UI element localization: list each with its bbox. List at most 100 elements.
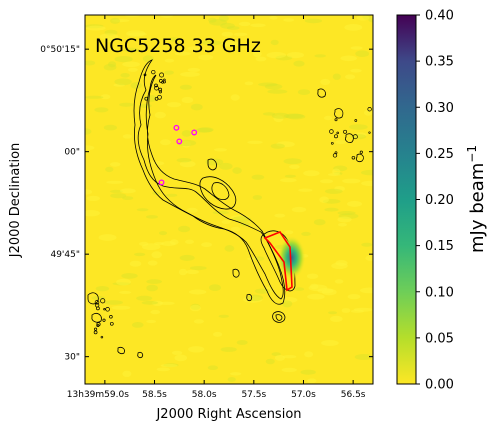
contour-island-1 bbox=[232, 268, 240, 278]
noise-blob bbox=[85, 210, 100, 217]
noise-blob bbox=[179, 160, 196, 168]
noise-blob bbox=[160, 363, 178, 368]
noise-texture bbox=[85, 15, 373, 384]
noise-blob bbox=[355, 50, 370, 57]
noise-blob bbox=[190, 303, 201, 310]
markers bbox=[158, 124, 198, 186]
contour-west-3 bbox=[117, 346, 125, 355]
noise-blob bbox=[255, 56, 267, 62]
noise-blob bbox=[331, 262, 348, 270]
noise-blob bbox=[103, 124, 117, 131]
noise-blob bbox=[150, 161, 165, 166]
colorbar-label-exponent: −1 bbox=[465, 145, 479, 163]
noise-blob bbox=[337, 211, 356, 215]
noise-blob bbox=[289, 164, 300, 169]
noise-blob bbox=[119, 290, 132, 294]
noise-blob bbox=[332, 73, 341, 80]
noise-blob bbox=[283, 113, 304, 119]
noise-blob bbox=[264, 83, 283, 90]
x-tick-label: 57.0s bbox=[291, 390, 316, 400]
noise-blob bbox=[185, 239, 194, 244]
noise-blob bbox=[233, 32, 248, 37]
noise-blob bbox=[226, 26, 240, 30]
noise-blob bbox=[159, 301, 175, 305]
noise-blob bbox=[95, 286, 110, 292]
colorbar: 0.00 0.05 0.10 0.15 0.20 0.25 0.30 0.35 0.40 mJy… bbox=[396, 9, 488, 393]
noise-blob bbox=[201, 242, 213, 248]
source-marker bbox=[173, 124, 180, 131]
noise-blob bbox=[258, 82, 278, 87]
noise-blob bbox=[333, 165, 348, 172]
noise-blob bbox=[176, 139, 197, 147]
noise-blob bbox=[291, 206, 307, 213]
image-panel: NGC5258 33 GHz bbox=[84, 14, 374, 385]
noise-blob bbox=[219, 162, 233, 170]
source-marker bbox=[158, 179, 165, 186]
contour-speckle bbox=[329, 129, 334, 134]
noise-blob bbox=[174, 51, 191, 56]
noise-blob bbox=[136, 208, 149, 212]
noise-blob bbox=[104, 29, 118, 36]
noise-blob bbox=[100, 94, 111, 100]
contour-speckle bbox=[330, 141, 334, 145]
noise-blob bbox=[163, 363, 179, 367]
noise-blob bbox=[85, 24, 104, 29]
noise-blob bbox=[146, 215, 158, 219]
noise-blob bbox=[244, 81, 254, 86]
noise-blob bbox=[110, 193, 127, 199]
noise-blob bbox=[151, 251, 162, 259]
noise-blob bbox=[103, 38, 114, 43]
noise-blob bbox=[126, 30, 146, 37]
contour-east-1 bbox=[317, 88, 326, 98]
noise-blob bbox=[265, 358, 275, 365]
noise-blob bbox=[232, 167, 242, 174]
noise-blob bbox=[154, 242, 164, 246]
noise-blob bbox=[271, 112, 290, 119]
x-tick-label: 58.5s bbox=[142, 390, 167, 400]
contour-speckle bbox=[351, 155, 356, 160]
source-marker bbox=[191, 129, 198, 136]
noise-blob bbox=[121, 273, 138, 279]
noise-blob bbox=[160, 15, 174, 18]
noise-blob bbox=[114, 56, 133, 63]
noise-blob bbox=[230, 372, 242, 376]
noise-blob bbox=[304, 18, 322, 24]
noise-blob bbox=[280, 297, 298, 303]
noise-blob bbox=[238, 21, 251, 27]
contour-speckle bbox=[105, 307, 110, 312]
noise-blob bbox=[122, 196, 134, 201]
noise-blob bbox=[127, 67, 138, 72]
contour-speckle bbox=[368, 131, 371, 134]
y-tick-label: 0°50'15" bbox=[40, 45, 80, 55]
noise-blob bbox=[169, 239, 179, 245]
contour-speckle bbox=[109, 321, 114, 326]
contour-speckle bbox=[151, 69, 156, 75]
contour-speckle bbox=[103, 308, 106, 311]
noise-blob bbox=[112, 282, 131, 286]
noise-blob bbox=[353, 307, 373, 312]
noise-blob bbox=[270, 39, 279, 46]
contour-knot-inner bbox=[275, 314, 283, 321]
contour-speckle bbox=[352, 134, 358, 140]
noise-blob bbox=[319, 196, 329, 203]
contour-clump-2 bbox=[211, 182, 230, 201]
contour-speckle bbox=[332, 153, 338, 158]
noise-blob bbox=[179, 84, 192, 90]
contour-west-1 bbox=[87, 292, 99, 305]
colorbar-tick-label: 0.40 bbox=[425, 9, 454, 24]
noise-blob bbox=[85, 25, 106, 31]
noise-blob bbox=[181, 130, 192, 137]
contour-speckle bbox=[93, 330, 98, 335]
contour-east-2 bbox=[334, 108, 344, 119]
noise-blob bbox=[282, 355, 297, 359]
colorbar-label: mJy beam−1 bbox=[465, 145, 488, 253]
contour-speckle bbox=[343, 129, 348, 134]
noise-blob bbox=[109, 162, 121, 167]
noise-blob bbox=[250, 23, 266, 28]
contour-speckle bbox=[367, 107, 372, 112]
noise-blob bbox=[150, 309, 160, 315]
noise-blob bbox=[113, 83, 126, 87]
noise-blob bbox=[130, 82, 142, 89]
contour-speckles bbox=[93, 69, 372, 339]
